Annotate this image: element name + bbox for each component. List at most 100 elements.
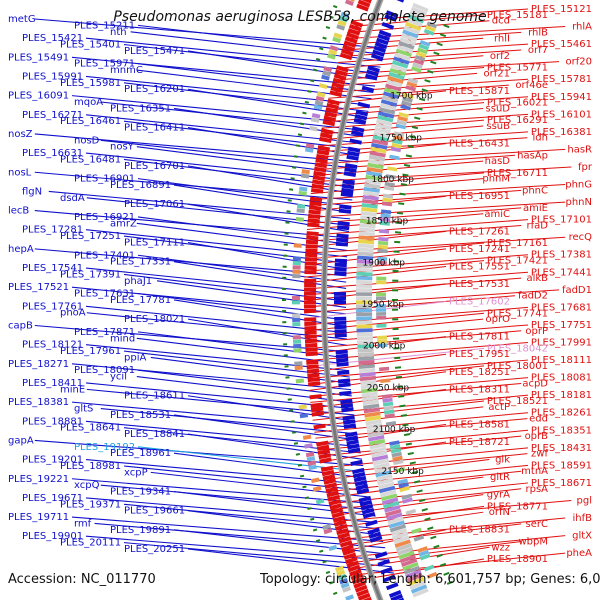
gene-label-right: PLES_17441 [531, 267, 592, 278]
connector-line-left [187, 318, 348, 346]
reverse-gene [304, 265, 317, 271]
forward-gene [341, 183, 355, 190]
connector-line-right [313, 160, 484, 177]
scale-minor-tick [319, 47, 324, 51]
outer-feature [292, 317, 301, 322]
scale-minor-tick [322, 560, 327, 564]
scale-minor-tick [288, 409, 294, 412]
category-feature [376, 280, 387, 285]
connector-line-left [85, 535, 390, 561]
gene-label-left: PLES_16351 [110, 103, 171, 114]
outer-feature [292, 260, 301, 266]
outer-feature [322, 523, 332, 530]
category-feature [398, 550, 415, 560]
gene-label-right: rpsA [525, 484, 548, 495]
category-feature [413, 535, 425, 542]
gene-label-right: dcd [492, 16, 510, 27]
connector-line-right [335, 505, 485, 529]
reverse-gene [347, 564, 361, 573]
category-feature [356, 296, 373, 300]
category-feature [402, 561, 419, 571]
reverse-gene [361, 0, 372, 4]
scale-minor-tick [325, 26, 331, 30]
scale-tick-label: 1700 kbp [390, 92, 433, 102]
reverse-gene [325, 107, 338, 114]
category-feature [356, 304, 373, 309]
gene-label-left: phoA [60, 308, 86, 319]
category-feature [389, 524, 407, 533]
category-feature [376, 474, 393, 482]
gene-label-right: fadD2 [518, 291, 548, 302]
connector-line-left [187, 241, 347, 271]
scale-minor-tick [304, 100, 310, 104]
forward-gene [354, 113, 368, 121]
outer-feature [345, 594, 355, 600]
reverse-gene [351, 576, 365, 585]
connector-line-right [310, 382, 522, 403]
category-feature [357, 255, 374, 261]
category-feature [367, 162, 384, 170]
category-feature [356, 275, 373, 281]
gene-label-right: ihfB [573, 513, 593, 524]
category-feature [356, 280, 373, 285]
gene-label-left: PLES_17331 [110, 257, 171, 268]
gene-label-right: PLES_18111 [531, 355, 592, 366]
reverse-gene [342, 548, 356, 556]
connector-line-left [34, 439, 364, 467]
reverse-gene [304, 261, 317, 266]
scale-minor-tick [446, 580, 454, 585]
category-feature [377, 244, 388, 250]
category-feature [361, 391, 378, 398]
connector-line-right [304, 271, 529, 290]
category-feature [359, 367, 376, 374]
reverse-gene [305, 347, 318, 352]
reverse-gene [308, 205, 322, 211]
connector-line-left [137, 254, 347, 283]
forward-gene [342, 415, 355, 421]
category-feature [382, 501, 400, 509]
scale-minor-tick [394, 231, 402, 234]
gene-label-left: capB [8, 321, 33, 332]
category-feature [391, 451, 402, 458]
forward-gene [381, 21, 395, 30]
category-feature [356, 259, 374, 265]
gene-label-left: ycil [110, 372, 127, 383]
reverse-gene [337, 532, 351, 540]
category-feature [390, 64, 408, 73]
category-feature [395, 123, 407, 130]
connector-line-right [303, 283, 447, 302]
connector-line-right [305, 324, 529, 344]
connector-line-left [173, 452, 367, 479]
connector-line-right [304, 318, 484, 338]
category-feature [369, 150, 386, 158]
reverse-gene [307, 372, 320, 378]
outer-feature [340, 11, 350, 19]
category-feature [409, 10, 426, 20]
category-feature [409, 580, 426, 590]
reverse-gene [304, 308, 317, 313]
category-feature [382, 397, 393, 403]
category-feature [366, 423, 383, 430]
category-feature [358, 239, 375, 245]
scale-minor-tick [398, 394, 405, 398]
scale-minor-tick [329, 581, 334, 585]
gene-label-left: PLES_15211 [74, 20, 135, 31]
category-feature [357, 251, 374, 257]
reverse-gene [312, 179, 325, 186]
gene-label-left: PLES_16091 [8, 91, 69, 102]
category-feature [360, 379, 377, 386]
connector-line-right [345, 540, 522, 564]
category-feature [366, 166, 384, 174]
connector-line-right [329, 78, 529, 93]
outer-feature [295, 378, 305, 384]
category-feature [378, 229, 390, 234]
category-feature [377, 111, 395, 119]
gene-label-right: oprB [525, 431, 549, 442]
category-feature [376, 323, 387, 328]
category-feature [358, 360, 375, 365]
category-feature [378, 366, 390, 372]
outer-feature [292, 335, 301, 340]
gene-label-left: dsdA [60, 193, 85, 204]
reverse-gene [333, 519, 347, 527]
